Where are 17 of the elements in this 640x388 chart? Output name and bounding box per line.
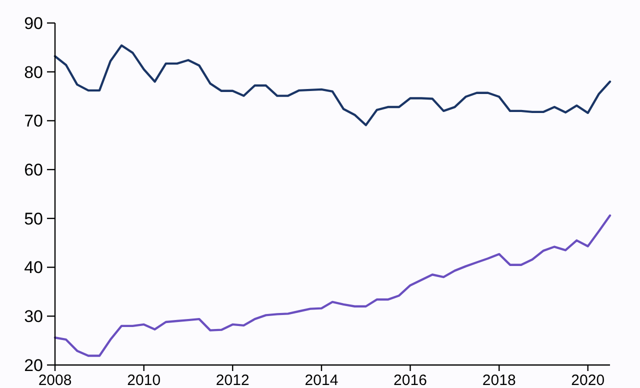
y-tick-label: 30 — [24, 307, 43, 326]
x-tick-label: 2012 — [216, 372, 250, 388]
y-tick-label: 40 — [24, 258, 43, 278]
x-tick-label: 2020 — [571, 372, 605, 388]
y-tick-label: 90 — [24, 14, 43, 33]
x-tick-label: 2008 — [38, 372, 72, 388]
x-tick-label: 2018 — [482, 372, 516, 388]
y-tick-label: 70 — [24, 112, 43, 131]
y-tick-label: 50 — [24, 209, 43, 228]
y-tick-label: 60 — [24, 160, 43, 180]
y-tick-label: 20 — [24, 356, 43, 375]
y-tick-label: 80 — [24, 62, 43, 82]
x-tick-label: 2014 — [304, 372, 338, 388]
line-series — [54, 44, 612, 126]
line-series — [54, 214, 612, 357]
x-tick-label: 2016 — [394, 372, 427, 388]
x-tick-label: 2010 — [127, 372, 161, 388]
